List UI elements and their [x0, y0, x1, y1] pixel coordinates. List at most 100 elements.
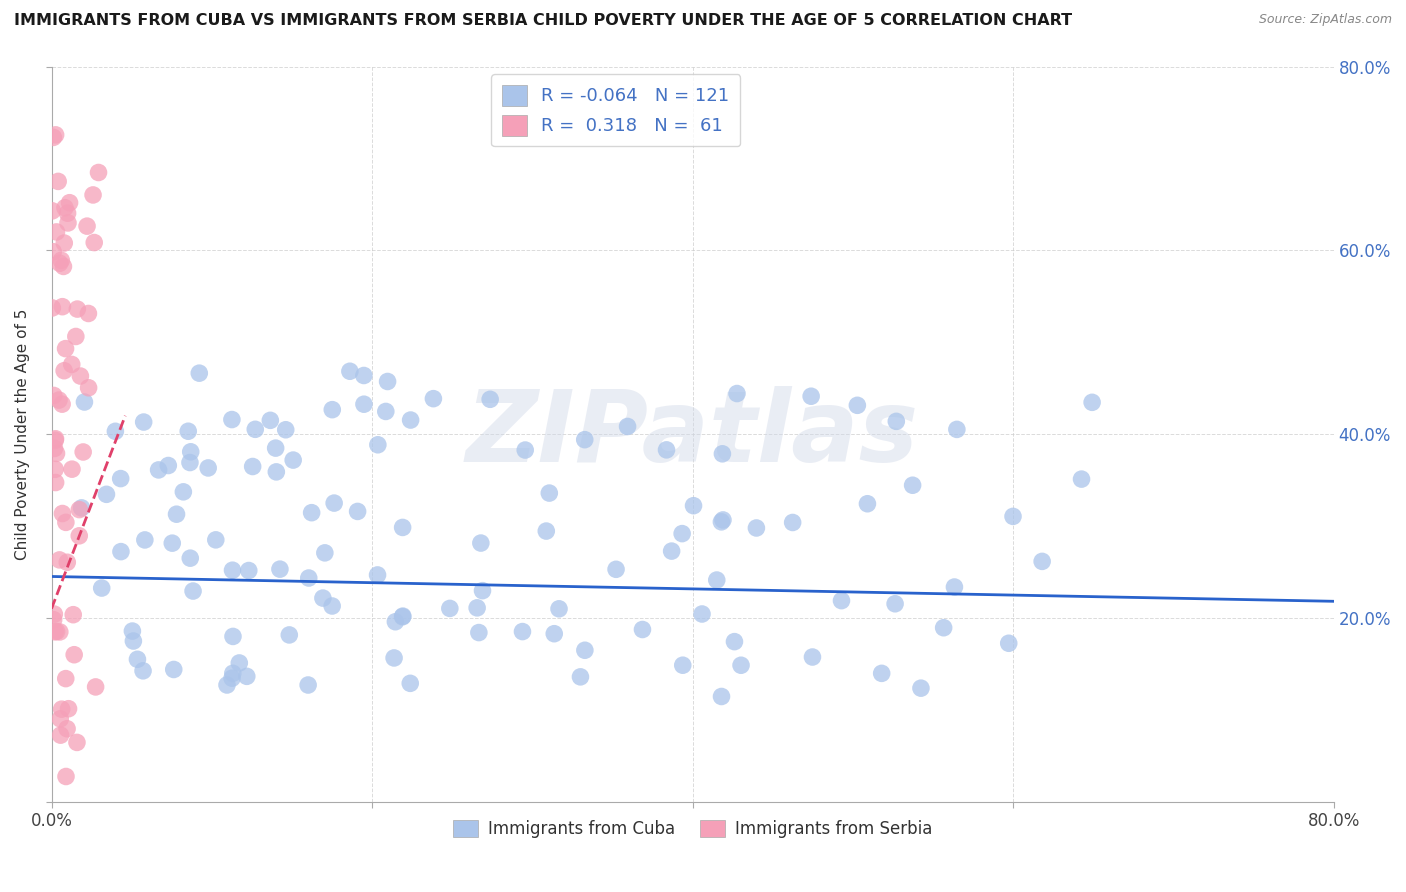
Point — [56, 216, 79, 230]
Point — [44, 442, 66, 456]
Point — [706, 573, 728, 587]
Point — [76, 219, 98, 234]
Point — [264, 441, 287, 455]
Point — [297, 678, 319, 692]
Point — [259, 413, 281, 427]
Point — [42, 244, 65, 259]
Point — [42, 388, 65, 402]
Point — [60, 462, 83, 476]
Point — [661, 544, 683, 558]
Point — [690, 607, 713, 621]
Point — [96, 487, 118, 501]
Point — [45, 475, 67, 490]
Point — [870, 666, 893, 681]
Point — [51, 253, 73, 268]
Point — [672, 658, 695, 673]
Point — [44, 462, 66, 476]
Point — [321, 402, 343, 417]
Point — [51, 300, 73, 314]
Point — [465, 600, 488, 615]
Point — [180, 444, 202, 458]
Point — [104, 425, 127, 439]
Point — [682, 499, 704, 513]
Point — [44, 607, 66, 621]
Point — [711, 447, 734, 461]
Point — [439, 601, 461, 615]
Point — [70, 500, 93, 515]
Point — [222, 629, 245, 643]
Point — [884, 414, 907, 428]
Point — [72, 445, 94, 459]
Point — [110, 472, 132, 486]
Point — [46, 174, 69, 188]
Point — [479, 392, 502, 407]
Point — [515, 443, 537, 458]
Point — [45, 225, 67, 239]
Point — [392, 609, 415, 624]
Point — [60, 358, 83, 372]
Point — [188, 366, 211, 380]
Point — [730, 658, 752, 673]
Point — [83, 235, 105, 250]
Point — [162, 536, 184, 550]
Point — [181, 584, 204, 599]
Point — [221, 412, 243, 426]
Point — [63, 648, 86, 662]
Point — [204, 533, 226, 547]
Point — [242, 459, 264, 474]
Point — [377, 375, 399, 389]
Point — [536, 524, 558, 538]
Point — [374, 404, 396, 418]
Point — [42, 130, 65, 145]
Point — [884, 597, 907, 611]
Point — [723, 634, 745, 648]
Point — [134, 533, 156, 547]
Point — [53, 201, 76, 215]
Point — [177, 424, 200, 438]
Point — [77, 306, 100, 320]
Point — [269, 562, 291, 576]
Point — [62, 607, 84, 622]
Point — [132, 415, 155, 429]
Point — [49, 712, 72, 726]
Point — [77, 381, 100, 395]
Point — [382, 651, 405, 665]
Point — [468, 625, 491, 640]
Point — [856, 497, 879, 511]
Point — [314, 546, 336, 560]
Point — [312, 591, 335, 606]
Point — [278, 628, 301, 642]
Point — [58, 702, 80, 716]
Point — [48, 553, 70, 567]
Point — [52, 260, 75, 274]
Point — [45, 128, 67, 142]
Point — [179, 551, 201, 566]
Point — [65, 329, 87, 343]
Point — [179, 456, 201, 470]
Point — [51, 397, 73, 411]
Point — [569, 670, 592, 684]
Point — [53, 235, 76, 250]
Point — [55, 516, 77, 530]
Point — [298, 571, 321, 585]
Point — [84, 680, 107, 694]
Point — [44, 434, 66, 448]
Point — [710, 690, 733, 704]
Point — [44, 624, 66, 639]
Point — [66, 735, 89, 749]
Point — [41, 301, 63, 315]
Point — [801, 650, 824, 665]
Point — [197, 461, 219, 475]
Point — [266, 465, 288, 479]
Text: IMMIGRANTS FROM CUBA VS IMMIGRANTS FROM SERBIA CHILD POVERTY UNDER THE AGE OF 5 : IMMIGRANTS FROM CUBA VS IMMIGRANTS FROM … — [14, 13, 1073, 29]
Point — [631, 623, 654, 637]
Point — [997, 636, 1019, 650]
Point — [215, 678, 238, 692]
Point — [710, 515, 733, 529]
Point — [228, 656, 250, 670]
Point — [367, 568, 389, 582]
Point — [932, 621, 955, 635]
Point — [45, 446, 67, 460]
Point — [67, 529, 90, 543]
Point — [671, 526, 693, 541]
